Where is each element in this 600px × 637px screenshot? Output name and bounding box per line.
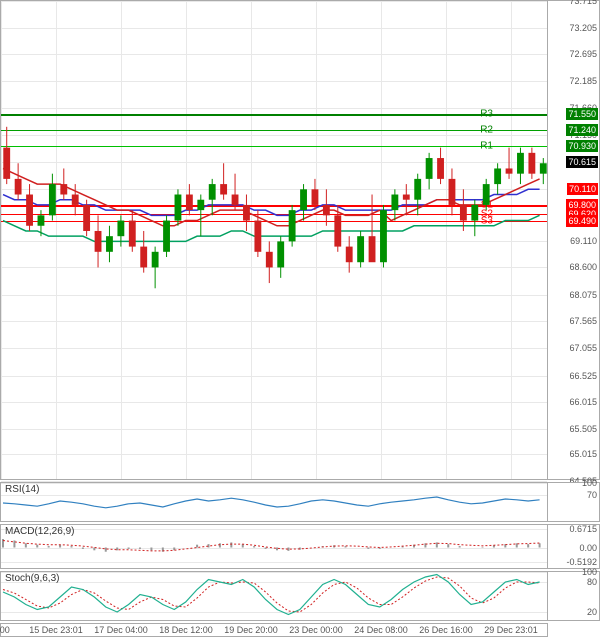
time-tick: 29 Dec 23:01 bbox=[484, 625, 538, 635]
sr-tag-r2: 71.240 bbox=[566, 124, 598, 136]
stoch-tick: 80 bbox=[587, 577, 597, 587]
sr-tag-r3: 71.550 bbox=[566, 108, 598, 120]
stoch-svg bbox=[1, 572, 549, 622]
time-tick: 15 Dec 23:01 bbox=[29, 625, 83, 635]
price-tick: 73.715 bbox=[569, 0, 597, 6]
price-svg bbox=[1, 1, 549, 481]
price-tick: 67.055 bbox=[569, 343, 597, 353]
price-tick: 68.600 bbox=[569, 262, 597, 272]
macd-panel[interactable]: MACD(12,26,9) 0.6715 0.00 -0.5192 bbox=[0, 524, 600, 569]
price-tick: 72.695 bbox=[569, 49, 597, 59]
stoch-label: Stoch(9,6,3) bbox=[5, 573, 59, 584]
rsi-tick: 70 bbox=[587, 490, 597, 500]
price-tick: 66.525 bbox=[569, 371, 597, 381]
rsi-label: RSI(14) bbox=[5, 484, 39, 495]
macd-svg bbox=[1, 525, 549, 570]
price-tick: 65.015 bbox=[569, 449, 597, 459]
price-tick: 73.205 bbox=[569, 23, 597, 33]
time-tick: 24 Dec 08:00 bbox=[354, 625, 408, 635]
price-tick: 72.185 bbox=[569, 76, 597, 86]
time-tick: 0:00 bbox=[0, 625, 10, 635]
time-axis: 0:00 15 Dec 23:01 17 Dec 04:00 18 Dec 12:00… bbox=[0, 623, 548, 637]
rsi-svg bbox=[1, 483, 549, 523]
macd-label: MACD(12,26,9) bbox=[5, 526, 74, 537]
price-tag-s: 70.110 bbox=[567, 183, 598, 195]
price-tick: 69.110 bbox=[570, 236, 597, 246]
current-price-tag: 70.615 bbox=[566, 156, 598, 168]
time-tick: 23 Dec 00:00 bbox=[289, 625, 343, 635]
macd-tick: 0.00 bbox=[579, 543, 597, 553]
rsi-tick: 100 bbox=[582, 478, 597, 488]
chart-container: R3R2R1S1S2S3 73.71573.20572.69572.18571.… bbox=[0, 0, 600, 637]
price-tick: 68.075 bbox=[569, 290, 597, 300]
macd-tick: 0.6715 bbox=[569, 524, 597, 534]
stoch-tick: 20 bbox=[587, 607, 597, 617]
price-tick: 67.565 bbox=[569, 316, 597, 326]
stoch-panel[interactable]: Stoch(9,6,3) 1008020 bbox=[0, 571, 600, 621]
macd-tick: -0.5192 bbox=[566, 557, 597, 567]
stoch-tick: 100 bbox=[582, 567, 597, 577]
main-price-chart[interactable]: R3R2R1S1S2S3 73.71573.20572.69572.18571.… bbox=[0, 0, 600, 480]
price-tick: 65.505 bbox=[569, 424, 597, 434]
time-tick: 18 Dec 12:00 bbox=[159, 625, 213, 635]
price-tick: 66.015 bbox=[569, 397, 597, 407]
time-tick: 17 Dec 04:00 bbox=[94, 625, 148, 635]
sr-tag-s3: 69.490 bbox=[566, 215, 598, 227]
rsi-panel[interactable]: RSI(14) 10070 bbox=[0, 482, 600, 522]
time-tick: 26 Dec 16:00 bbox=[419, 625, 473, 635]
time-tick: 19 Dec 20:00 bbox=[224, 625, 278, 635]
sr-tag-r1: 70.930 bbox=[566, 140, 598, 152]
